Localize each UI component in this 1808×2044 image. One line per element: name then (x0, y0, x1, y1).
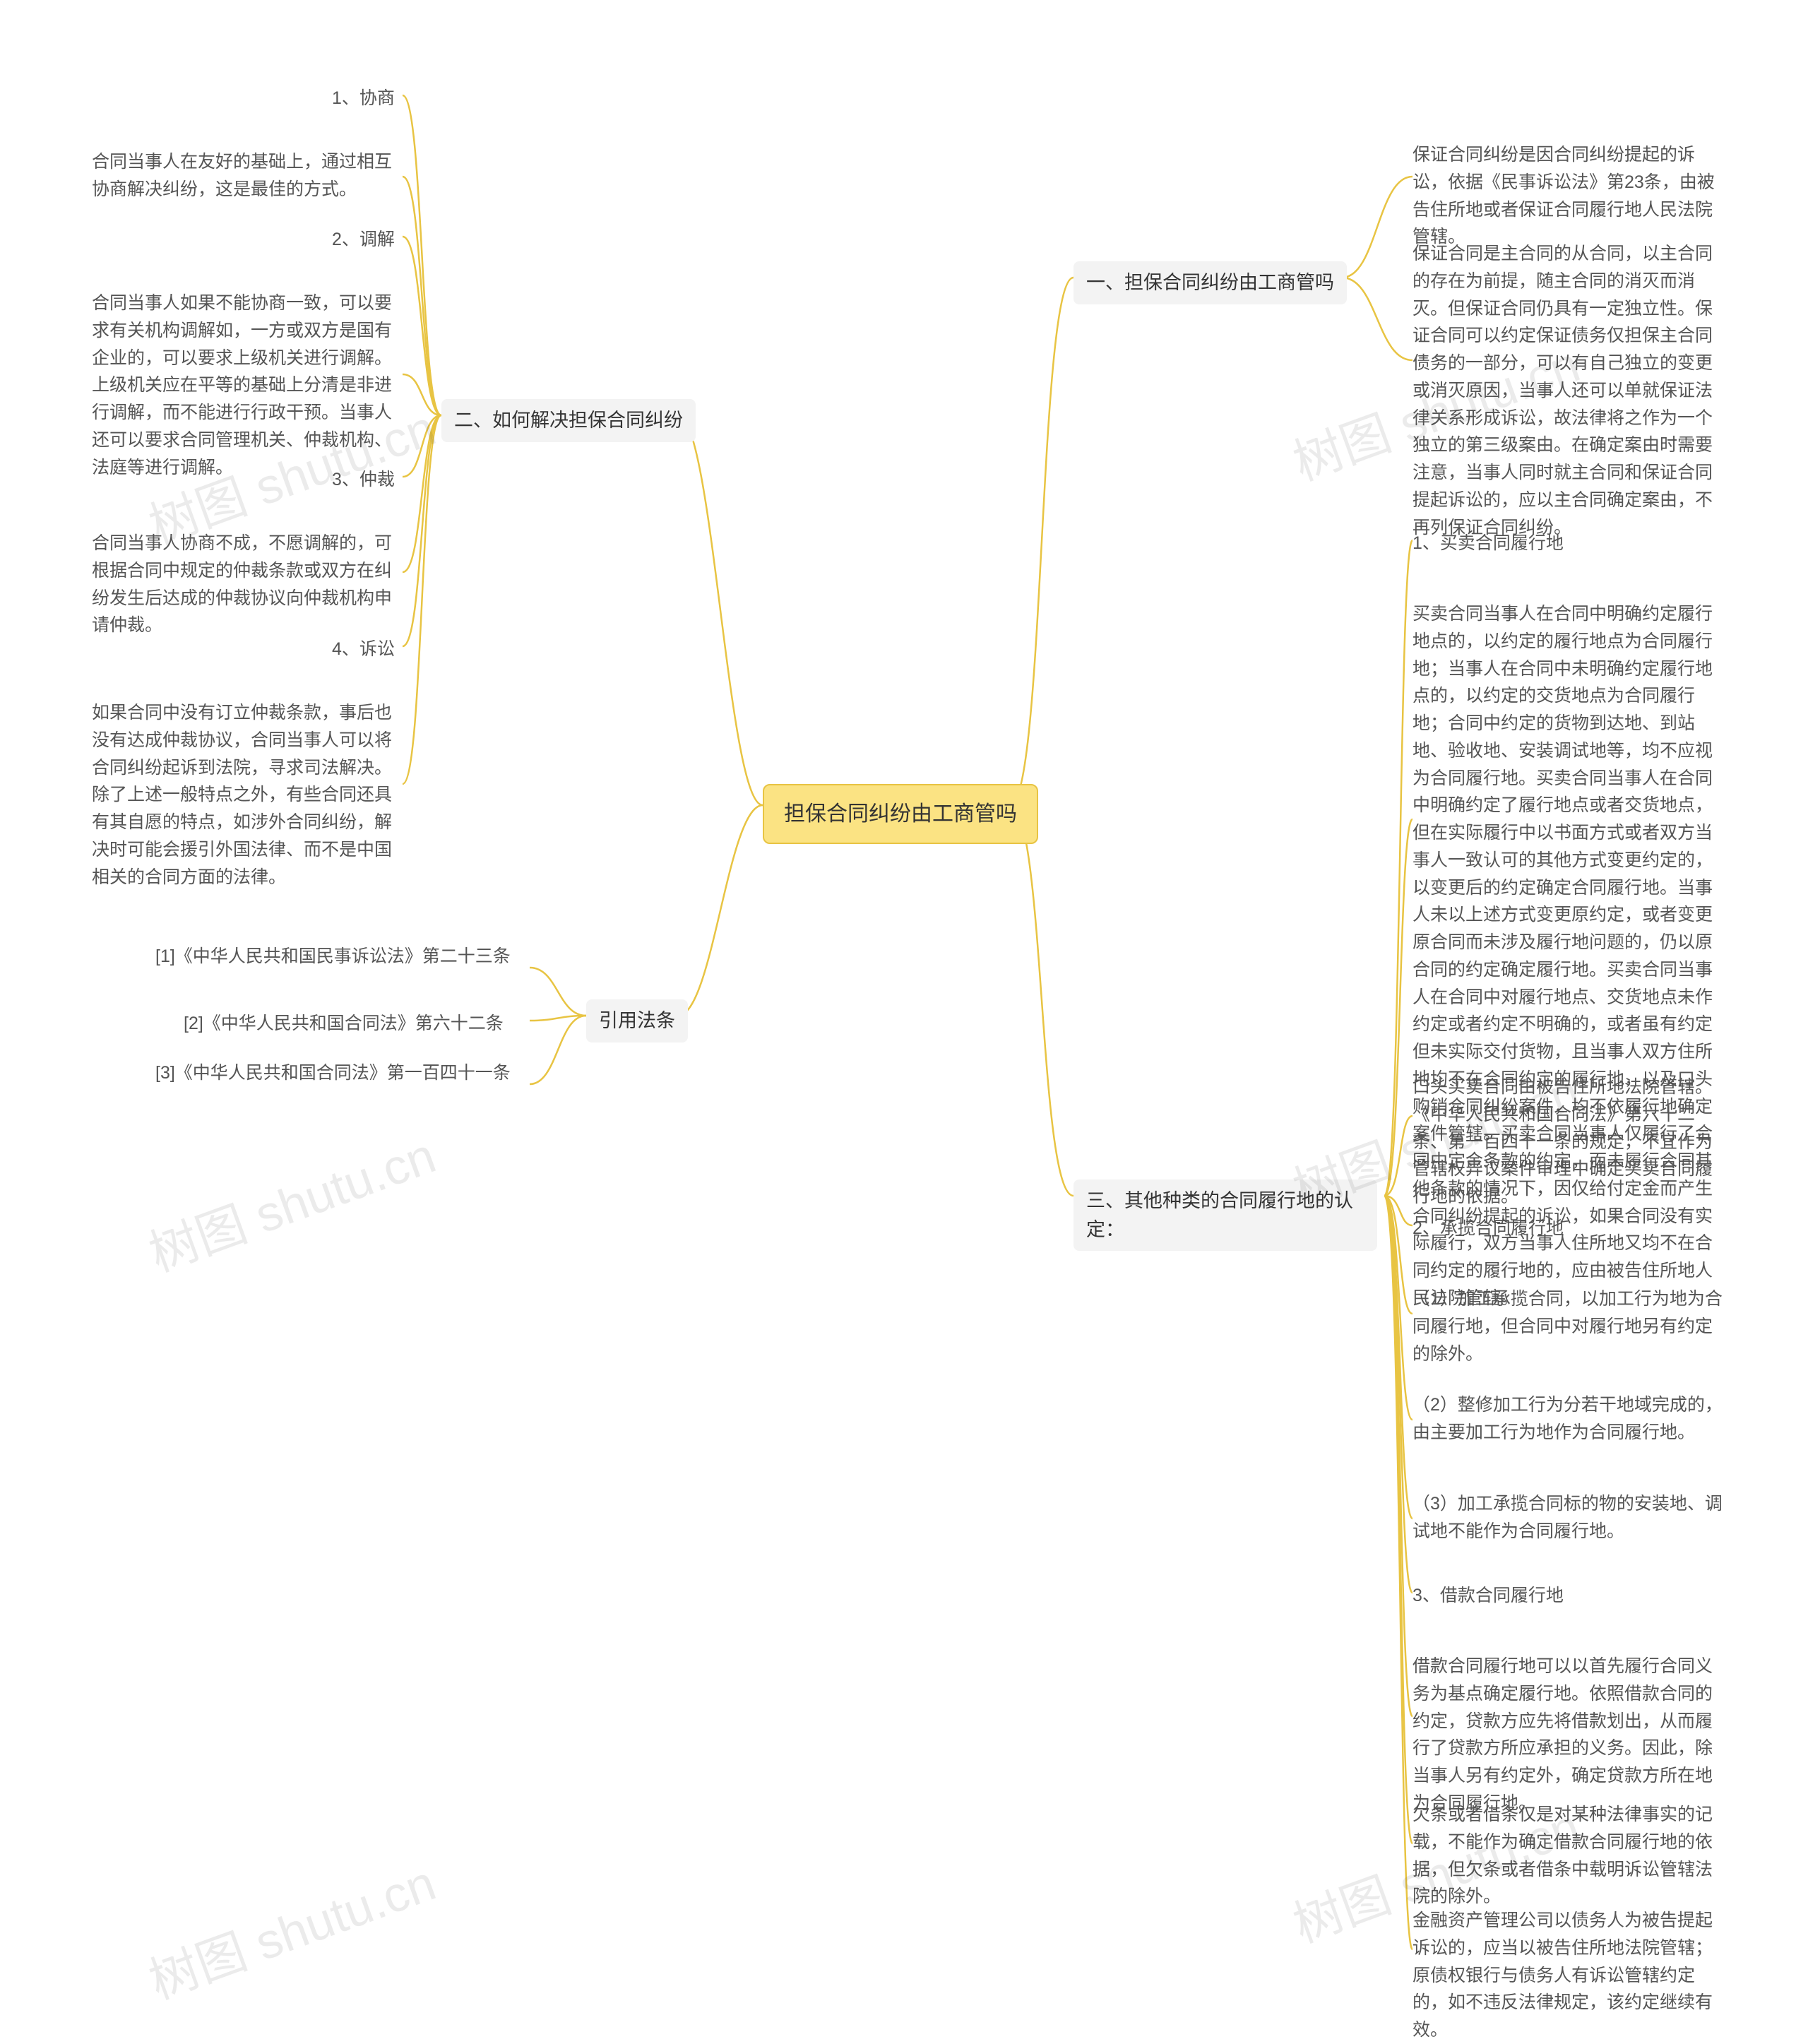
leaf-r3-10: 金融资产管理公司以债务人为被告提起诉讼的，应当以被告住所地法院管辖；原债权银行与… (1412, 1907, 1723, 2044)
leaf-r3-4: （1）加工承揽合同，以加工行为地为合同履行地，但合同中对履行地另有约定的除外。 (1412, 1285, 1723, 1367)
leaf-r3-6: （3）加工承揽合同标的物的安装地、调试地不能作为合同履行地。 (1412, 1490, 1723, 1545)
leaf-l2-4: 3、仲裁 (332, 466, 395, 494)
leaf-l2-3: 合同当事人如果不能协商一致，可以要求有关机构调解如，一方或双方是国有企业的，可以… (92, 290, 403, 481)
root-node[interactable]: 担保合同纠纷由工商管吗 (763, 784, 1038, 844)
leaf-l2-0: 1、协商 (332, 85, 395, 112)
mindmap-canvas: 担保合同纠纷由工商管吗 一、担保合同纠纷由工商管吗 保证合同纠纷是因合同纠纷提起… (0, 0, 1808, 1961)
leaf-r3-8: 借款合同履行地可以以首先履行合同义务为基点确定履行地。依照借款合同的约定，贷款方… (1412, 1653, 1723, 1817)
leaf-lref-1: [2]《中华人民共和国合同法》第六十二条 (184, 1010, 504, 1038)
leaf-r3-2: 口头买卖合同由被告住所地法院管辖。《中华人民共和国合同法》第六十二条、第一百四十… (1412, 1074, 1723, 1211)
leaf-l2-5: 合同当事人协商不成，不愿调解的，可根据合同中规定的仲裁条款或双方在纠纷发生后达成… (92, 530, 403, 639)
watermark: 树图 shutu.cn (138, 1117, 444, 1286)
leaf-r3-9: 欠条或者借条仅是对某种法律事实的记载，不能作为确定借款合同履行地的依据，但欠条或… (1412, 1801, 1723, 1911)
leaf-l2-2: 2、调解 (332, 226, 395, 254)
branch-r1[interactable]: 一、担保合同纠纷由工商管吗 (1074, 261, 1347, 304)
leaf-r3-5: （2）整修加工行为分若干地域完成的，由主要加工行为地作为合同履行地。 (1412, 1391, 1723, 1446)
branch-r3[interactable]: 三、其他种类的合同履行地的认定： (1074, 1180, 1377, 1251)
branch-r1-label: 一、担保合同纠纷由工商管吗 (1086, 272, 1334, 293)
leaf-r3-7: 3、借款合同履行地 (1412, 1582, 1564, 1610)
leaf-l2-6: 4、诉讼 (332, 636, 395, 663)
branch-l2[interactable]: 二、如何解决担保合同纠纷 (441, 399, 696, 442)
leaf-r1-0: 保证合同纠纷是因合同纠纷提起的诉讼，依据《民事诉讼法》第23条，由被告住所地或者… (1412, 141, 1723, 251)
leaf-lref-0: [1]《中华人民共和国民事诉讼法》第二十三条 (155, 943, 511, 970)
leaf-r3-3: 2、承揽合同履行地 (1412, 1215, 1564, 1242)
watermark: 树图 shutu.cn (138, 1844, 444, 2014)
leaf-l2-7: 如果合同中没有订立仲裁条款，事后也没有达成仲裁协议，合同当事人可以将合同纠纷起诉… (92, 699, 403, 891)
leaf-l2-1: 合同当事人在友好的基础上，通过相互协商解决纠纷，这是最佳的方式。 (92, 148, 403, 203)
leaf-r3-0: 1、买卖合同履行地 (1412, 530, 1564, 557)
branch-r3-label: 三、其他种类的合同履行地的认定： (1086, 1190, 1353, 1240)
branch-lref-label: 引用法条 (599, 1010, 675, 1031)
branch-l2-label: 二、如何解决担保合同纠纷 (454, 410, 683, 431)
leaf-r1-1: 保证合同是主合同的从合同，以主合同的存在为前提，随主合同的消灭而消灭。但保证合同… (1412, 240, 1723, 541)
branch-lref[interactable]: 引用法条 (586, 999, 688, 1042)
root-label: 担保合同纠纷由工商管吗 (784, 802, 1017, 826)
leaf-lref-2: [3]《中华人民共和国合同法》第一百四十一条 (155, 1059, 511, 1087)
